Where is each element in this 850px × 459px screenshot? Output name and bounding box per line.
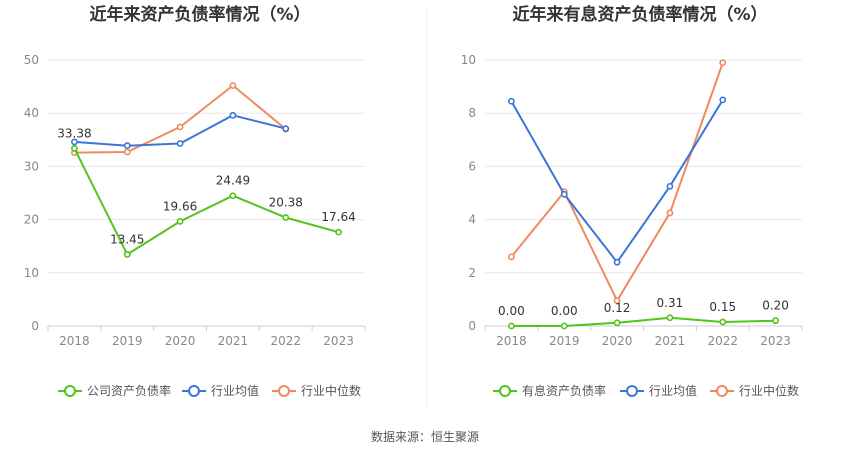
data-point[interactable] [613,297,621,305]
y-tick-label: 10 [24,266,39,280]
y-tick-label: 6 [468,159,476,173]
data-point[interactable] [508,253,515,261]
x-tick-label: 2019 [112,334,143,348]
data-point[interactable] [560,190,568,198]
x-tick-label: 2020 [165,334,196,348]
x-tick-label: 2023 [760,334,791,348]
legend-label[interactable]: 公司资产负债率 [87,383,171,398]
data-label: 0.20 [762,299,789,313]
data-point[interactable] [613,319,621,327]
data-point[interactable] [123,142,131,150]
data-point[interactable] [123,251,131,258]
y-tick-label: 40 [24,106,39,120]
x-tick-label: 2021 [218,334,249,348]
y-tick-label: 50 [24,53,39,67]
data-point[interactable] [719,59,727,67]
data-label: 13.45 [110,232,144,246]
data-label: 0.12 [604,301,631,315]
x-tick-label: 2021 [655,334,686,348]
legend-label[interactable]: 行业中位数 [301,383,361,398]
y-tick-label: 2 [468,266,476,280]
y-tick-label: 10 [461,53,476,67]
data-point[interactable] [719,318,727,326]
data-label: 17.64 [321,210,355,224]
data-point[interactable] [772,317,779,325]
data-point[interactable] [176,123,184,131]
data-point[interactable] [335,228,342,236]
data-point[interactable] [508,97,515,105]
legend-marker[interactable] [64,385,76,397]
x-tick-label: 2022 [270,334,301,348]
y-tick-label: 0 [31,319,39,333]
legend-marker[interactable] [716,385,728,397]
data-point[interactable] [666,314,674,322]
legend-marker[interactable] [499,385,511,397]
legend-label[interactable]: 有息资产负债率 [522,383,606,398]
x-tick-label: 2022 [707,334,738,348]
x-tick-label: 2020 [602,334,633,348]
chart-title-1: 近年来资产负债率情况（%） [89,4,310,25]
y-tick-label: 30 [24,159,39,173]
data-label: 0.31 [657,296,684,310]
legend-label[interactable]: 行业均值 [211,383,259,398]
x-tick-label: 2018 [59,334,90,348]
x-tick-label: 2018 [496,334,527,348]
data-point[interactable] [71,138,78,146]
data-point[interactable] [719,96,727,104]
data-label: 20.38 [269,196,303,210]
y-tick-label: 20 [24,213,39,227]
data-point[interactable] [613,258,621,266]
data-point[interactable] [282,214,290,221]
data-point[interactable] [508,322,515,330]
data-label: 0.15 [709,300,736,314]
data-point[interactable] [560,322,568,330]
x-tick-label: 2023 [323,334,354,348]
data-label: 24.49 [216,174,250,188]
data-point[interactable] [229,111,237,119]
data-label: 33.38 [57,126,91,140]
series-line-2-1 [511,316,776,327]
data-point[interactable] [229,192,237,200]
y-tick-label: 4 [468,213,476,227]
data-label: 0.00 [498,304,525,318]
series-line-2-2 [510,99,724,264]
y-tick-label: 0 [468,319,476,333]
x-tick-label: 2019 [549,334,580,348]
data-label: 0.00 [551,304,578,318]
series-line-1-1 [73,147,339,256]
data-point[interactable] [229,82,237,89]
chart-title-2: 近年来有息资产负债率情况（%） [512,4,767,25]
data-point[interactable] [176,218,184,225]
data-point[interactable] [666,182,674,190]
data-source-label: 数据来源：恒生聚源 [371,429,479,444]
legend-label[interactable]: 行业中位数 [739,383,799,398]
y-tick-label: 8 [468,106,476,120]
legend-marker[interactable] [278,385,290,397]
data-point[interactable] [123,148,131,156]
legend-label[interactable]: 行业均值 [649,383,697,398]
data-point[interactable] [666,209,674,217]
data-point[interactable] [176,140,184,147]
data-label: 19.66 [163,199,197,213]
data-point[interactable] [71,145,78,152]
legend-marker[interactable] [188,385,200,397]
legend-marker[interactable] [626,385,638,397]
data-point[interactable] [282,125,290,133]
